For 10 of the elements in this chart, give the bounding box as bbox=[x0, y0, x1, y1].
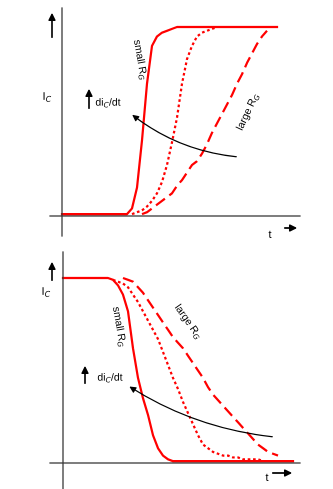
annotation: large R$_{G}$ bbox=[173, 304, 203, 340]
x-axis-title: t bbox=[268, 230, 272, 238]
y-axis-title: I$_{C}$ bbox=[42, 287, 50, 297]
annotation: large R$_{G}$ bbox=[235, 92, 260, 132]
annotation: small R$_{G}$ bbox=[132, 39, 148, 80]
x-axis-title: t bbox=[266, 474, 268, 481]
y-axis-title: I$_{C}$ bbox=[44, 92, 52, 102]
annotation: di$_{C}$/dt bbox=[98, 373, 122, 382]
annotation: di$_{C}$/dt bbox=[96, 98, 120, 108]
annotation: small R$_{G}$ bbox=[111, 306, 128, 348]
